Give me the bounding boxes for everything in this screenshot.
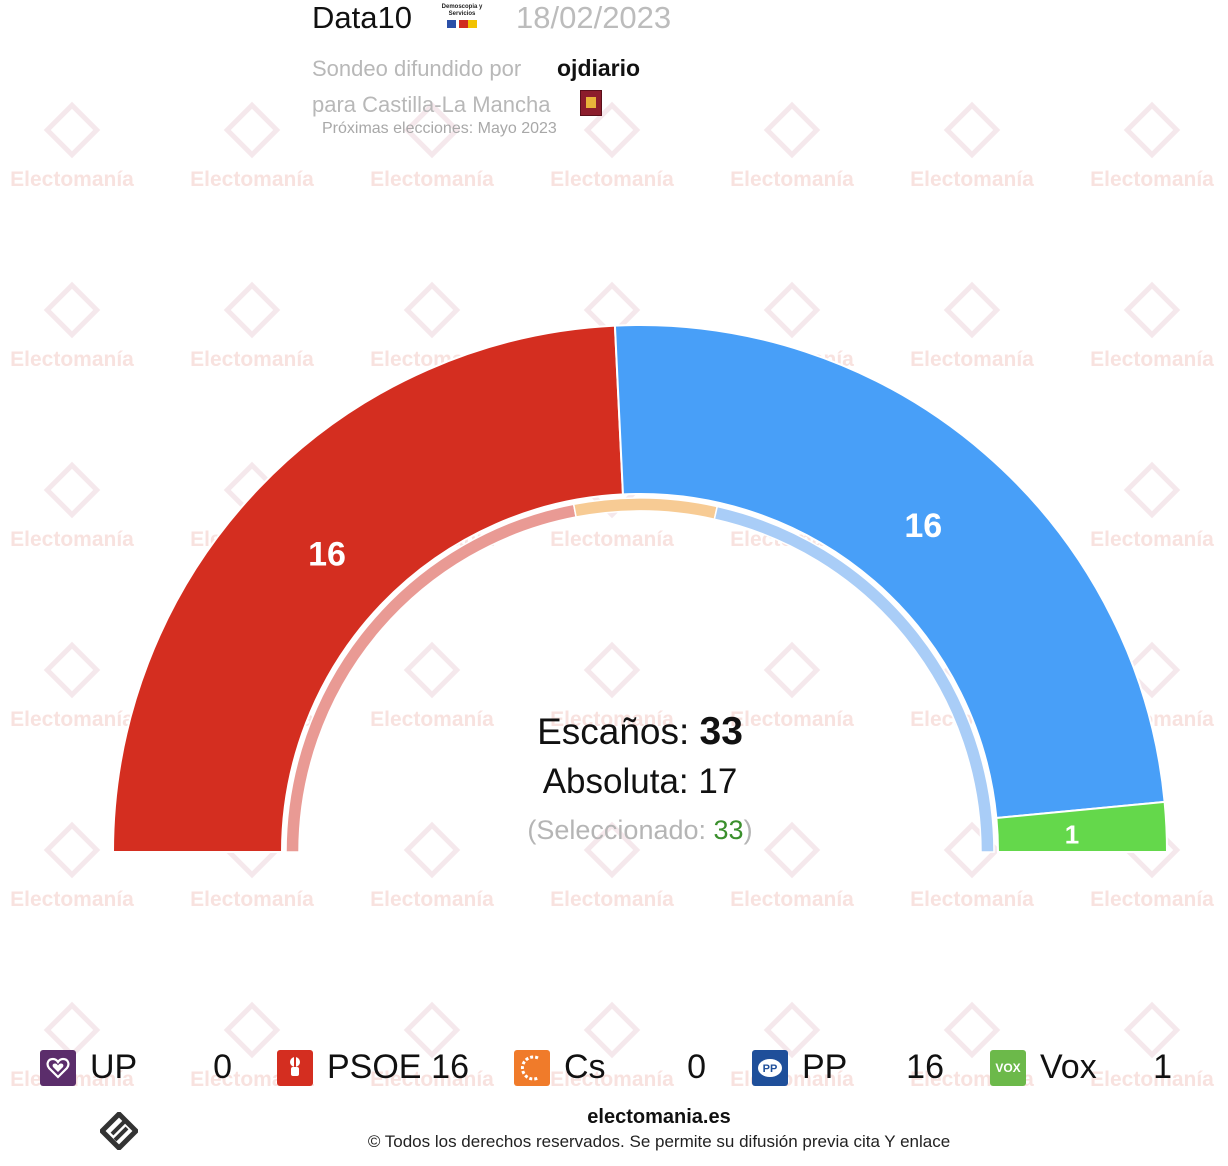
- pollster-logo-bars: [447, 20, 477, 28]
- legend-name: PSOE: [327, 1048, 422, 1086]
- legend-value: 0: [687, 1048, 706, 1086]
- segment-label-pp: 16: [904, 507, 942, 545]
- electomania-logo-icon: [100, 1112, 138, 1150]
- poll-date: 18/02/2023: [516, 0, 672, 35]
- footer-copyright: © Todos los derechos reservados. Se perm…: [367, 1132, 951, 1151]
- pollster-name: Data10: [312, 0, 412, 35]
- legend-name: UP: [90, 1048, 138, 1086]
- media-name: ojdiario: [557, 55, 641, 81]
- vote-ring-pp[interactable]: [713, 505, 995, 853]
- published-by-label: Sondeo difundido por: [312, 56, 522, 81]
- cs-arc-icon: [514, 1050, 550, 1086]
- seats-total: Escaños: 33: [440, 710, 840, 754]
- vox-icon-text: VOX: [995, 1061, 1021, 1075]
- segment-label-psoe: 16: [308, 536, 346, 574]
- vox-icon: VOX: [990, 1050, 1026, 1086]
- selected-text: (Seleccionado: 33): [440, 815, 840, 846]
- pp-icon: PP: [752, 1050, 788, 1086]
- rose-fist-icon: [277, 1050, 313, 1086]
- legend-name: Cs: [564, 1048, 606, 1086]
- heart-icon: [40, 1050, 76, 1086]
- legend-name: Vox: [1040, 1048, 1097, 1086]
- pp-icon-text: PP: [763, 1063, 778, 1075]
- footer-site[interactable]: electomania.es: [587, 1106, 731, 1128]
- seats-label: Escaños:: [537, 711, 690, 752]
- legend-name: PP: [802, 1048, 848, 1086]
- legend-value: 0: [213, 1048, 232, 1086]
- vote-ring-cs[interactable]: [572, 497, 719, 521]
- region-line: para Castilla-La Mancha: [312, 92, 551, 117]
- selected-value: 33: [713, 815, 744, 845]
- pollster-logo: Demoscopia y Servicios: [434, 4, 490, 34]
- seat-segment-vox[interactable]: [995, 800, 1169, 853]
- segment-label-vox: 1: [1065, 819, 1079, 849]
- selected-prefix: (Seleccionado:: [527, 815, 714, 845]
- selected-suffix: ): [743, 815, 753, 845]
- majority-text: Absoluta: 17: [542, 762, 738, 801]
- legend-value: 1: [1153, 1048, 1172, 1086]
- legend-value: 16: [906, 1048, 944, 1086]
- region-flag-icon: [580, 90, 602, 116]
- next-elections: Próximas elecciones: Mayo 2023: [322, 120, 557, 137]
- legend: UP 0 PSOE 16 Cs 0 PP PP 16 VOX Vox 1: [0, 1048, 1228, 1088]
- pollster-logo-text: Demoscopia y Servicios: [441, 4, 483, 17]
- legend-value: 16: [431, 1048, 469, 1086]
- seat-segment-pp[interactable]: [613, 324, 1166, 820]
- seat-segment-psoe[interactable]: [111, 324, 625, 853]
- seats-value: 33: [699, 710, 743, 753]
